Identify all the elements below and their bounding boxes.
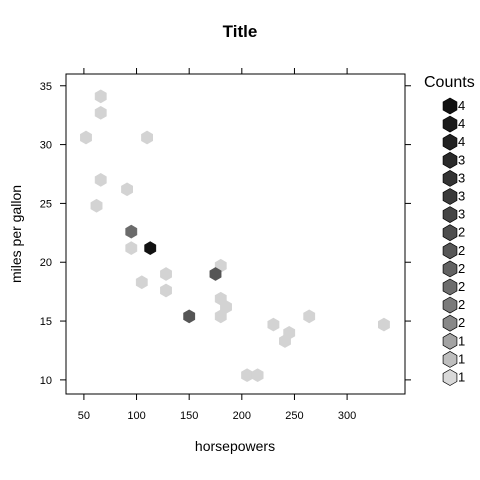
legend-label: 3 bbox=[458, 152, 465, 167]
legend-swatch bbox=[442, 296, 458, 314]
hexbin-cell bbox=[303, 309, 316, 324]
hexbin-cell bbox=[141, 130, 153, 145]
x-tick-label: 150 bbox=[180, 410, 198, 422]
legend-label: 4 bbox=[458, 116, 465, 131]
x-tick-label: 300 bbox=[338, 410, 356, 422]
legend-label: 3 bbox=[458, 189, 465, 204]
hexbin-cell bbox=[267, 317, 280, 332]
hexbin-cell bbox=[125, 224, 138, 239]
plot-panel bbox=[65, 73, 406, 395]
legend-swatch bbox=[442, 332, 458, 350]
hexbin-cell bbox=[279, 334, 291, 348]
hexbin-cell bbox=[209, 267, 222, 281]
hexbin-cells bbox=[80, 89, 390, 383]
legend-label: 4 bbox=[458, 134, 465, 149]
hexbin-cell bbox=[94, 89, 107, 104]
legend-label: 1 bbox=[458, 333, 465, 348]
legend-label: 1 bbox=[458, 370, 465, 385]
legend-label: 2 bbox=[458, 297, 465, 312]
hexbin-cell bbox=[378, 317, 390, 332]
hexbin-cell bbox=[214, 309, 227, 324]
legend-swatch bbox=[442, 242, 458, 260]
y-tick-label: 25 bbox=[40, 198, 52, 210]
hexbin-cell bbox=[241, 368, 254, 383]
x-tick-label: 100 bbox=[127, 410, 145, 422]
legend-swatch bbox=[442, 260, 458, 278]
legend-title: Counts bbox=[424, 74, 475, 91]
x-tick-label: 50 bbox=[78, 410, 90, 422]
hexbin-cell bbox=[121, 182, 133, 197]
legend-label: 2 bbox=[458, 225, 465, 240]
y-tick-label: 10 bbox=[40, 375, 52, 387]
legend-swatch bbox=[442, 206, 458, 224]
x-axis-label: horsepowers bbox=[195, 438, 275, 454]
hexbin-cell bbox=[125, 241, 138, 255]
hexbin-cell bbox=[80, 130, 92, 145]
hexbin-cell bbox=[144, 241, 157, 255]
legend-swatch bbox=[442, 314, 458, 332]
y-axis: 10 15 20 25 30 35 bbox=[40, 81, 411, 387]
legend-label: 3 bbox=[458, 170, 465, 185]
y-axis-label: miles per gallon bbox=[8, 185, 24, 283]
legend-swatch bbox=[442, 350, 458, 368]
legend-label: 3 bbox=[458, 207, 465, 222]
hexbin-cell bbox=[90, 198, 103, 213]
legend-swatch bbox=[442, 278, 458, 296]
legend-swatch bbox=[442, 224, 458, 242]
hexbin-cell bbox=[251, 368, 264, 383]
chart-title: Title bbox=[223, 22, 258, 41]
y-tick-label: 15 bbox=[40, 316, 52, 328]
legend-label: 2 bbox=[458, 243, 465, 258]
hexbin-cell bbox=[160, 267, 172, 281]
legend-swatch bbox=[442, 97, 458, 115]
y-tick-label: 20 bbox=[40, 257, 52, 269]
legend-swatch bbox=[442, 133, 458, 151]
legend-swatch bbox=[442, 369, 458, 386]
legend-swatch bbox=[442, 115, 458, 133]
y-tick-label: 35 bbox=[40, 81, 52, 93]
x-tick-label: 200 bbox=[233, 410, 251, 422]
legend-label: 2 bbox=[458, 261, 465, 276]
legend-swatch bbox=[442, 151, 458, 169]
legend-label: 2 bbox=[458, 279, 465, 294]
legend-label: 2 bbox=[458, 315, 465, 330]
legend-label: 4 bbox=[458, 98, 465, 113]
y-tick-label: 30 bbox=[40, 140, 52, 152]
x-tick-label: 250 bbox=[285, 410, 303, 422]
hexbin-cell bbox=[94, 173, 107, 187]
hexbin-cell bbox=[135, 275, 148, 290]
legend-swatch bbox=[442, 188, 458, 205]
legend-label: 1 bbox=[458, 351, 465, 366]
hexbin-cell bbox=[160, 283, 172, 298]
hexbin-cell bbox=[94, 105, 107, 120]
legend: Counts 4 4 4 3 3 3 3 2 2 2 2 2 2 1 1 1 bbox=[424, 74, 475, 386]
x-axis: 50 100 150 200 250 300 bbox=[78, 68, 356, 422]
legend-swatch bbox=[442, 169, 458, 187]
hexbin-cell bbox=[183, 309, 196, 324]
